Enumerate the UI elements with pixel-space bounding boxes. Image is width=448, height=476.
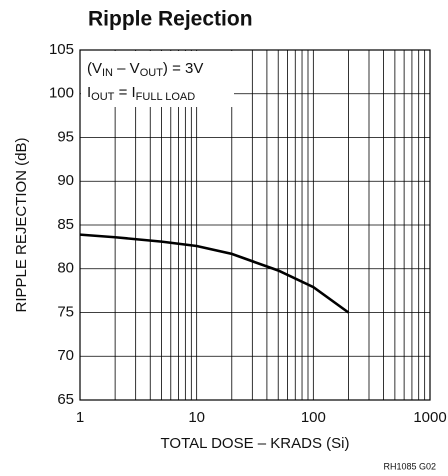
annotation-text: = I (114, 84, 135, 101)
y-tick-label: 90 (57, 172, 74, 189)
y-tick-label: 75 (57, 303, 74, 320)
annotation-subscript: OUT (140, 67, 164, 79)
annotation-text: ) = 3V (163, 60, 203, 77)
y-tick-label: 105 (49, 41, 74, 58)
y-tick-label: 100 (49, 85, 74, 102)
x-tick-label: 1000 (413, 409, 446, 426)
y-tick-label: 65 (57, 391, 74, 408)
data-line (79, 233, 350, 314)
footnote: RH1085 G02 (383, 461, 436, 471)
annotation-subscript: OUT (91, 91, 115, 103)
x-tick-label: 10 (188, 409, 205, 426)
y-tick-label: 80 (57, 260, 74, 277)
y-axis-label: RIPPLE REJECTION (dB) (13, 137, 30, 312)
annotation-subscript: IN (102, 67, 113, 79)
annotation-box (81, 51, 234, 107)
y-tick-label: 85 (57, 216, 74, 233)
annotation: (VIN – VOUT) = 3V (87, 60, 203, 79)
annotation-text: I (87, 84, 91, 101)
annotation: IOUT = IFULL LOAD (87, 84, 195, 103)
annotation-subscript: FULL LOAD (136, 91, 196, 103)
annotation-text: (V (87, 60, 102, 77)
plot-frame (79, 49, 431, 401)
x-tick-label: 100 (301, 409, 326, 426)
chart-title: Ripple Rejection (88, 8, 253, 31)
y-tick-label: 70 (57, 347, 74, 364)
y-tick-label: 95 (57, 128, 74, 145)
x-axis-label: TOTAL DOSE – KRADS (Si) (161, 435, 350, 452)
annotation-text: – V (113, 60, 140, 77)
x-tick-label: 1 (76, 409, 84, 426)
